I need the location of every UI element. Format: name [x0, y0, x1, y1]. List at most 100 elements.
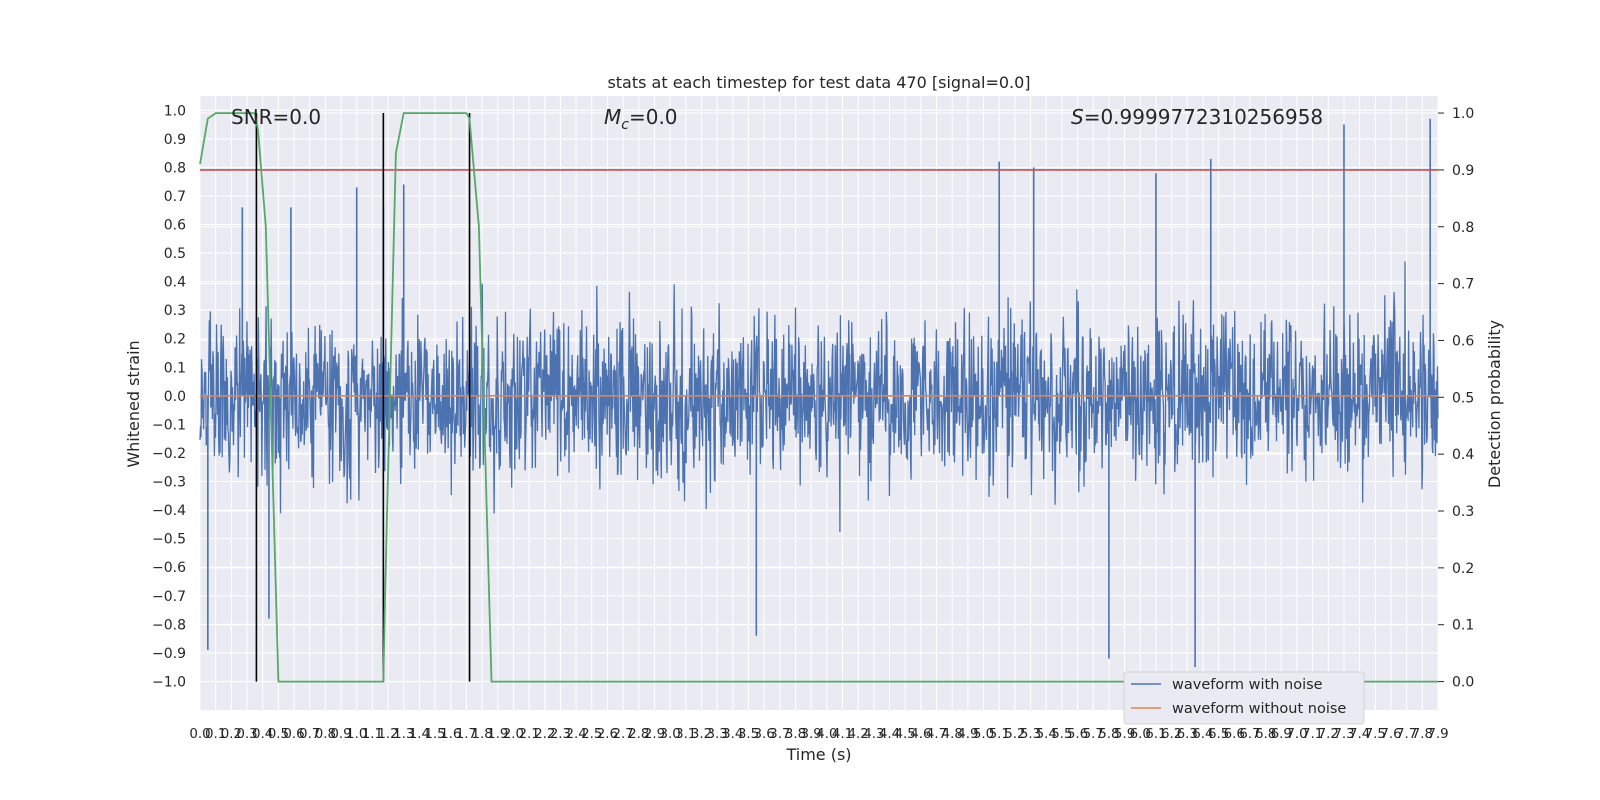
- x-tick-label: 6.7: [1239, 727, 1260, 742]
- y-tick-label: −0.3: [152, 475, 186, 491]
- score-value: =0.9999772310256958: [1084, 105, 1323, 129]
- x-tick-label: 3.1: [675, 727, 696, 742]
- x-tick-label: 6.2: [1161, 727, 1182, 742]
- x-tick-label: 0.1: [205, 727, 226, 742]
- legend-label-noise: waveform with noise: [1172, 677, 1323, 693]
- score-annotation: S=0.9999772310256958: [1071, 105, 1323, 129]
- x-tick-label: 6.6: [1224, 727, 1245, 742]
- y-axis-label: Whitened strain: [124, 340, 143, 467]
- y-tick-labels-right: 1.0 0.9 0.8 0.7 0.6 0.5 0.4 0.3 0.2 0.1 0.0: [1438, 106, 1474, 691]
- x-tick-label: 3.8: [785, 727, 806, 742]
- y-tick-label-right: 0.6: [1452, 333, 1474, 349]
- x-tick-label: 0.6: [283, 727, 304, 742]
- y-tick-label: −0.5: [152, 532, 186, 548]
- x-tick-label: 3.2: [691, 727, 712, 742]
- x-tick-label: 7.8: [1412, 727, 1433, 742]
- y-axis-label-right: Detection probability: [1485, 320, 1504, 488]
- x-tick-label: 5.5: [1051, 727, 1072, 742]
- x-tick-label: 4.1: [832, 727, 853, 742]
- x-tick-label: 4.9: [957, 727, 978, 742]
- score-symbol: S: [1071, 105, 1084, 129]
- x-tick-label: 1.0: [346, 727, 367, 742]
- y-tick-label-right: 0.8: [1452, 220, 1474, 236]
- x-tick-label: 1.9: [487, 727, 508, 742]
- x-tick-label: 2.7: [612, 727, 633, 742]
- x-tick-label: 4.3: [863, 727, 884, 742]
- x-tick-label: 5.2: [1004, 727, 1025, 742]
- x-tick-label: 0.7: [299, 727, 320, 742]
- x-tick-label: 7.3: [1333, 727, 1354, 742]
- x-tick-label: 7.0: [1286, 727, 1307, 742]
- x-tick-label: 5.8: [1098, 727, 1119, 742]
- y-tick-label: −1.0: [152, 674, 186, 690]
- x-tick-label: 2.4: [565, 727, 586, 742]
- x-tick-labels: 0.00.10.20.30.40.50.60.70.80.91.01.11.21…: [189, 727, 1448, 742]
- x-tick-label: 2.8: [628, 727, 649, 742]
- y-tick-label-right: 0.0: [1452, 675, 1474, 691]
- x-tick-label: 0.5: [268, 727, 289, 742]
- x-tick-label: 4.7: [926, 727, 947, 742]
- y-tick-label: 0.5: [164, 246, 186, 262]
- x-tick-label: 0.3: [236, 727, 257, 742]
- x-tick-label: 7.2: [1318, 727, 1339, 742]
- x-tick-label: 4.6: [910, 727, 931, 742]
- y-tick-label-right: 0.4: [1452, 447, 1474, 463]
- y-tick-label: 0.3: [164, 303, 186, 319]
- y-tick-label: −0.4: [152, 503, 186, 519]
- y-tick-label-right: 0.9: [1452, 163, 1474, 179]
- x-tick-label: 4.0: [816, 727, 837, 742]
- x-tick-label: 6.8: [1255, 727, 1276, 742]
- x-tick-label: 6.9: [1271, 727, 1292, 742]
- y-tick-label: 0.9: [164, 132, 186, 148]
- chirp-mass-value: =0.0: [629, 105, 678, 129]
- chart-title: stats at each timestep for test data 470…: [607, 73, 1030, 92]
- x-tick-label: 0.2: [221, 727, 242, 742]
- x-tick-label: 4.8: [942, 727, 963, 742]
- x-tick-label: 6.1: [1145, 727, 1166, 742]
- x-tick-label: 2.6: [597, 727, 618, 742]
- x-tick-label: 1.7: [456, 727, 477, 742]
- y-tick-label: 0.1: [164, 360, 186, 376]
- x-tick-label: 6.4: [1192, 727, 1213, 742]
- x-tick-label: 1.5: [424, 727, 445, 742]
- y-tick-label: 1.0: [164, 103, 186, 119]
- x-tick-label: 1.1: [362, 727, 383, 742]
- y-tick-label: 0.4: [164, 275, 186, 291]
- y-tick-label: 0.8: [164, 160, 186, 176]
- y-tick-label: −0.9: [152, 646, 186, 662]
- x-tick-label: 3.7: [769, 727, 790, 742]
- x-tick-label: 1.6: [440, 727, 461, 742]
- x-tick-label: 4.2: [848, 727, 869, 742]
- x-tick-label: 1.8: [471, 727, 492, 742]
- y-tick-label-right: 1.0: [1452, 106, 1474, 122]
- x-tick-label: 2.0: [503, 727, 524, 742]
- y-tick-label: −0.7: [152, 589, 186, 605]
- x-tick-label: 7.7: [1396, 727, 1417, 742]
- x-tick-label: 5.4: [1036, 727, 1057, 742]
- x-tick-label: 3.0: [659, 727, 680, 742]
- x-tick-label: 5.6: [1067, 727, 1088, 742]
- x-tick-label: 7.1: [1302, 727, 1323, 742]
- series-waveform-with-noise: [199, 118, 1439, 668]
- y-tick-label: −0.8: [152, 617, 186, 633]
- x-tick-label: 7.9: [1427, 727, 1448, 742]
- detection-probability-line: [199, 112, 1438, 683]
- legend-label-clean: waveform without noise: [1172, 701, 1346, 717]
- x-tick-label: 7.6: [1380, 727, 1401, 742]
- chirp-mass-subscript: c: [621, 117, 629, 133]
- y-tick-label-right: 0.5: [1452, 390, 1474, 406]
- snr-annotation: SNR=0.0: [231, 105, 321, 129]
- x-tick-label: 6.5: [1208, 727, 1229, 742]
- x-tick-label: 2.9: [644, 727, 665, 742]
- legend: waveform with noise waveform without noi…: [1123, 671, 1365, 725]
- x-tick-label: 7.5: [1365, 727, 1386, 742]
- x-tick-label: 1.2: [377, 727, 398, 742]
- x-tick-label: 3.6: [754, 727, 775, 742]
- chirp-mass-symbol: M: [604, 105, 621, 129]
- x-tick-label: 0.0: [189, 727, 210, 742]
- x-axis-label: Time (s): [785, 745, 851, 764]
- x-tick-label: 6.3: [1177, 727, 1198, 742]
- chirp-mass-annotation: Mc=0.0: [604, 105, 678, 133]
- x-tick-label: 0.8: [315, 727, 336, 742]
